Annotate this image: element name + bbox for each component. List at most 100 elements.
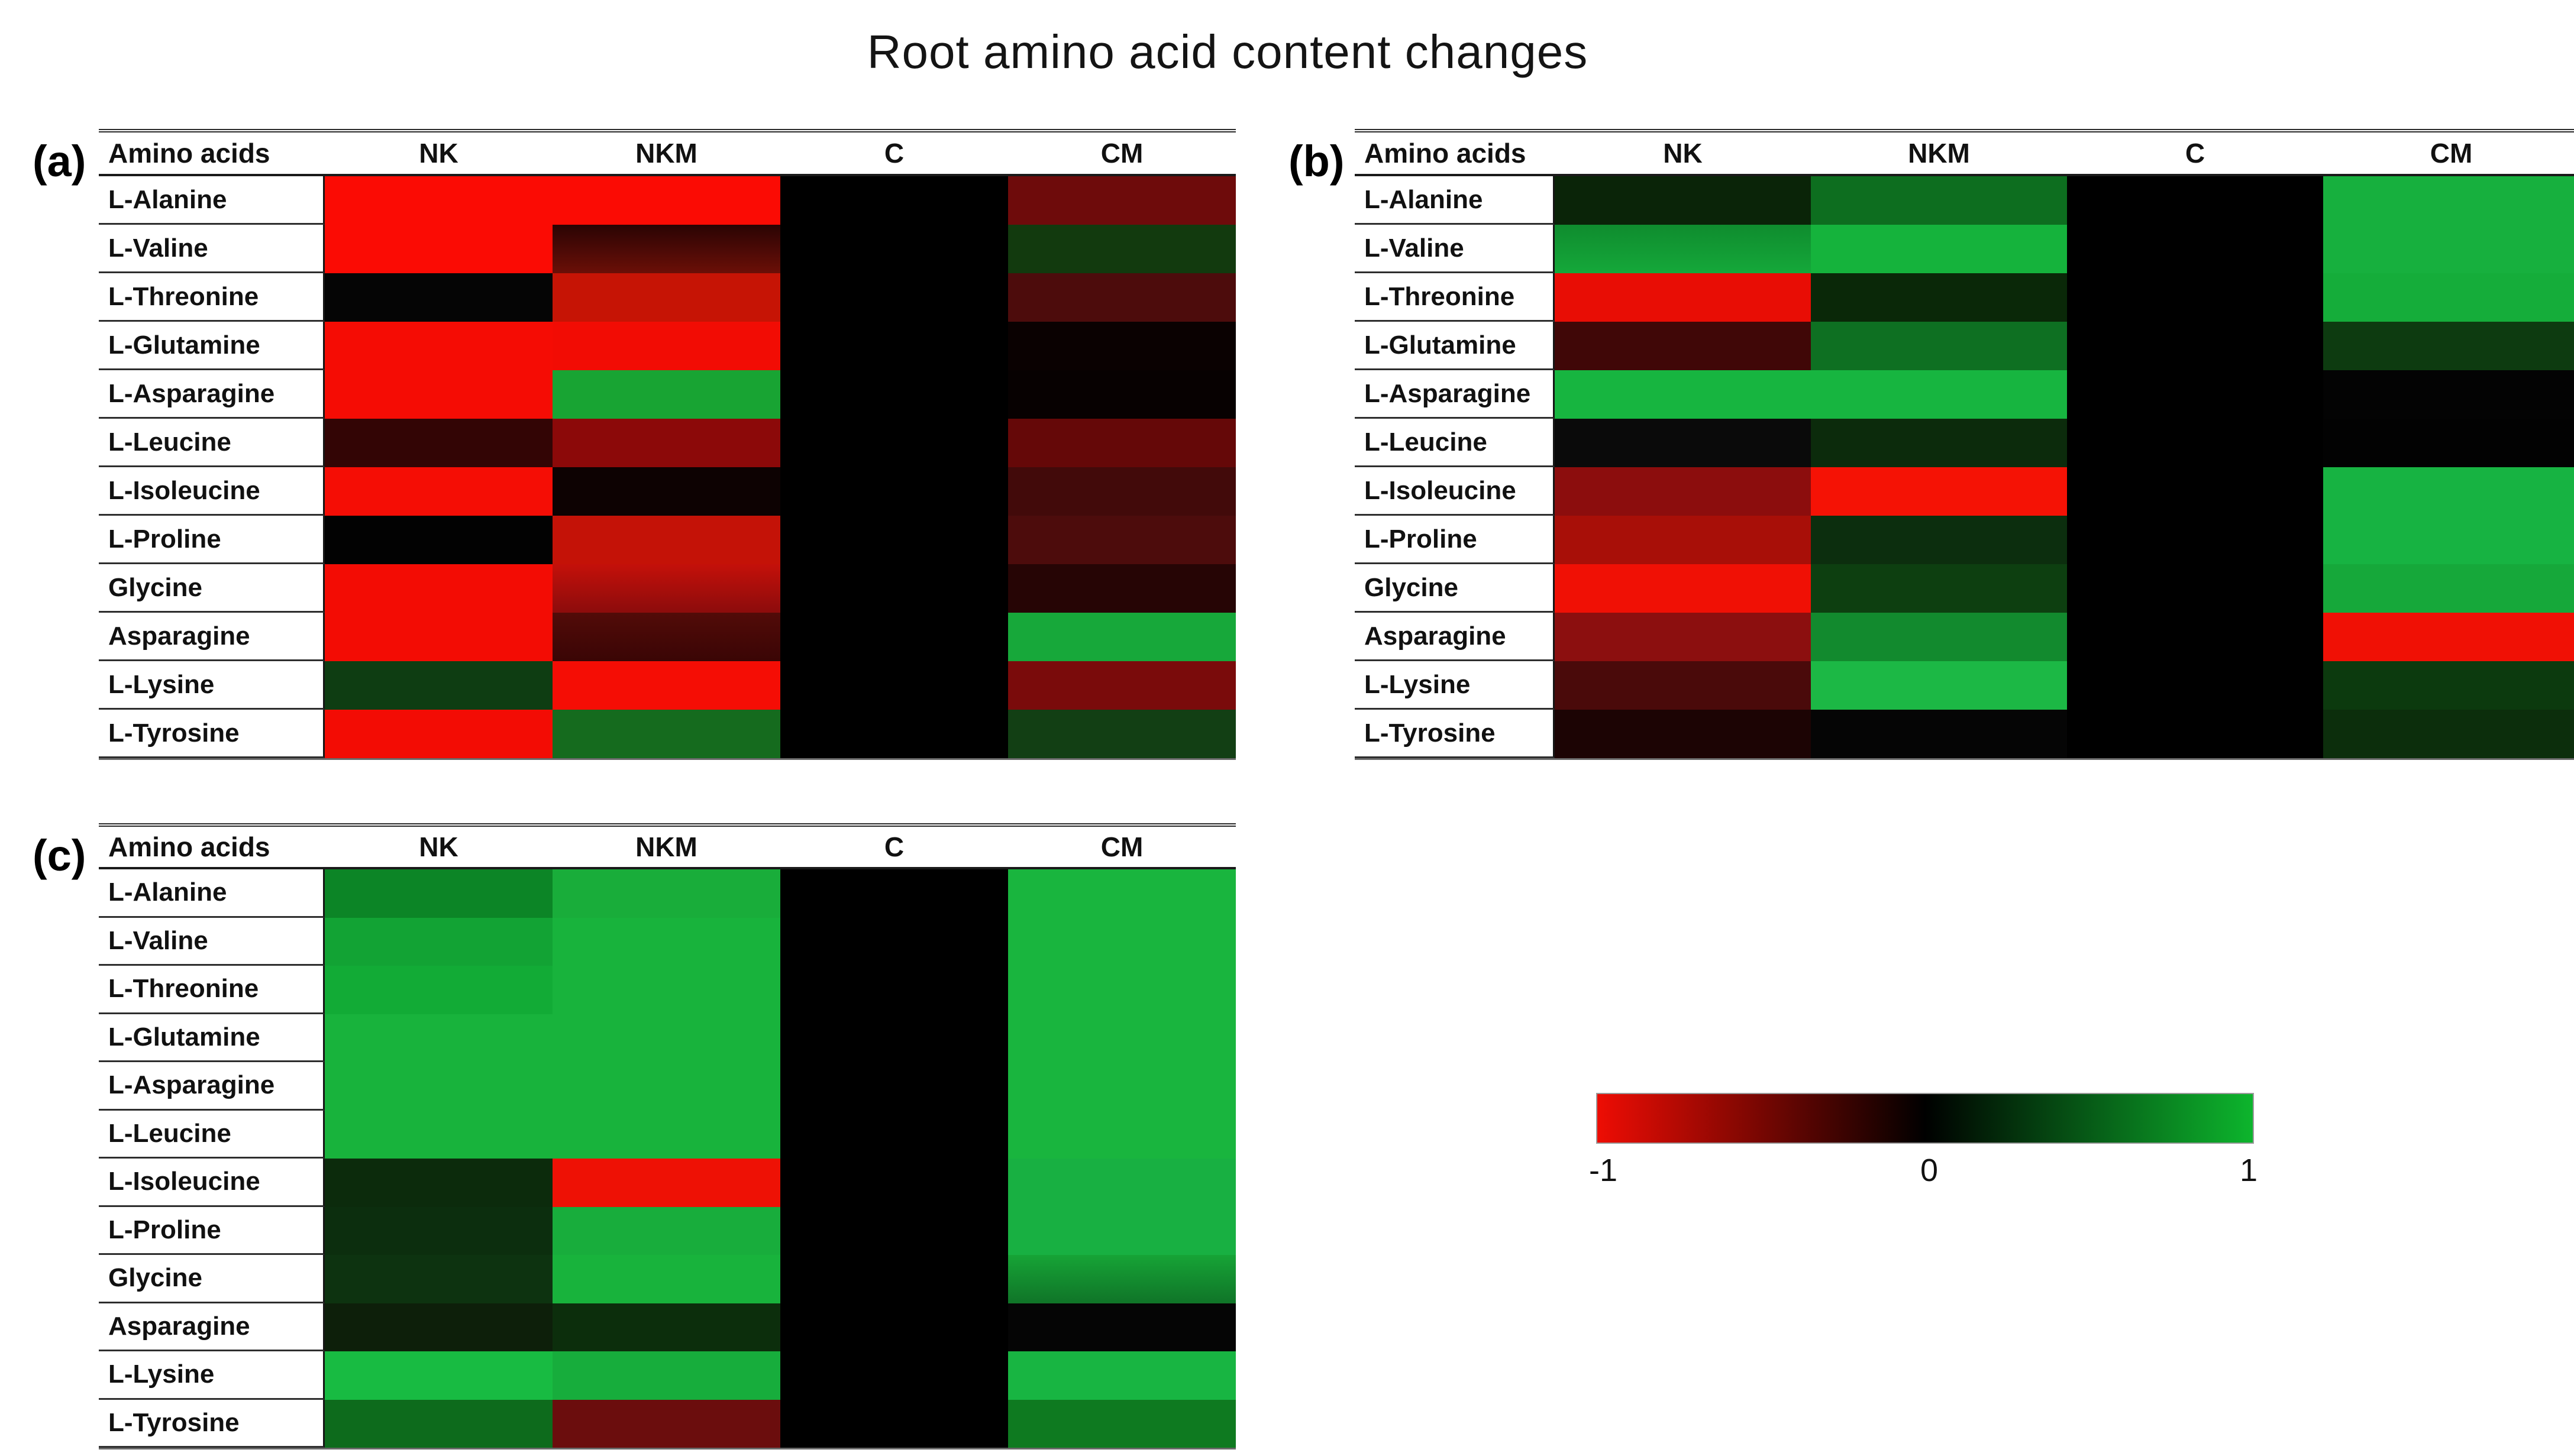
panel-a-label: (a) [33, 137, 86, 186]
heatmap-cell [1008, 661, 1236, 710]
heatmap-cell [325, 613, 553, 661]
heatmap-cell [780, 176, 1008, 225]
row-label: L-Lysine [99, 661, 325, 710]
heatmap-cell [325, 564, 553, 613]
heatmap-cell [1008, 613, 1236, 661]
colorbar-gradient [1596, 1093, 2254, 1144]
colorbar-max-label: 1 [2239, 1153, 2258, 1188]
row-label: L-Threonine [99, 273, 325, 322]
heatmap-cell [780, 1110, 1008, 1159]
heatmap-cell [780, 966, 1008, 1014]
column-header-c: C [780, 132, 1008, 176]
heatmap-cell [325, 516, 553, 564]
row-label: L-Isoleucine [99, 1159, 325, 1207]
column-header-c: C [780, 827, 1008, 869]
heatmap-cell [2067, 225, 2323, 273]
heatmap-cell [1555, 661, 1811, 710]
heatmap-cell [780, 419, 1008, 467]
heatmap-cell [1811, 176, 2067, 225]
heatmap-cell [325, 225, 553, 273]
row-label: L-Asparagine [99, 1062, 325, 1111]
row-label: L-Alanine [1355, 176, 1555, 225]
column-header-amino-acids: Amino acids [99, 132, 325, 176]
heatmap-cell [780, 869, 1008, 918]
heatmap-cell [553, 710, 780, 758]
heatmap-cell [780, 1303, 1008, 1351]
heatmap-cell [325, 869, 553, 918]
heatmap-cell [1008, 467, 1236, 516]
heatmap-cell [1008, 1159, 1236, 1207]
heatmap-cell [1555, 225, 1811, 273]
heatmap-cell [1555, 564, 1811, 613]
row-label: L-Isoleucine [1355, 467, 1555, 516]
heatmap-cell [780, 1206, 1008, 1255]
heatmap-cell [553, 467, 780, 516]
heatmap-cell [1008, 176, 1236, 225]
row-label: Glycine [99, 1255, 325, 1303]
heatmap-cell [1555, 467, 1811, 516]
heatmap-cell [553, 1351, 780, 1400]
row-label: L-Alanine [99, 176, 325, 225]
heatmap-cell [2067, 370, 2323, 419]
heatmap-cell [325, 1110, 553, 1159]
heatmap-cell [325, 661, 553, 710]
heatmap-cell [325, 917, 553, 966]
panel-b-table: Amino acids NK NKM C CM L-Alanine L-Valine L-Th… [1355, 129, 2574, 760]
heatmap-cell [780, 467, 1008, 516]
heatmap-cell [1555, 710, 1811, 758]
heatmap-cell [553, 370, 780, 419]
row-label: L-Proline [99, 1206, 325, 1255]
heatmap-cell [1008, 1014, 1236, 1062]
heatmap-cell [325, 419, 553, 467]
heatmap-cell [1555, 322, 1811, 370]
heatmap-cell [2067, 467, 2323, 516]
heatmap-cell [325, 1159, 553, 1207]
heatmap-cell [553, 613, 780, 661]
heatmap-cell [553, 1206, 780, 1255]
heatmap-cell [1008, 710, 1236, 758]
heatmap-cell [325, 1399, 553, 1448]
heatmap-cell [1811, 322, 2067, 370]
column-header-nkm: NKM [553, 827, 780, 869]
heatmap-cell [1555, 516, 1811, 564]
heatmap-cell [325, 370, 553, 419]
heatmap-cell [553, 322, 780, 370]
heatmap-cell [1555, 613, 1811, 661]
heatmap-cell [1008, 322, 1236, 370]
row-label: Asparagine [99, 613, 325, 661]
heatmap-cell [325, 1206, 553, 1255]
heatmap-cell [2067, 176, 2323, 225]
heatmap-cell [2323, 467, 2574, 516]
column-header-amino-acids: Amino acids [1355, 132, 1555, 176]
panel-b-label: (b) [1288, 137, 1345, 186]
heatmap-cell [1555, 419, 1811, 467]
heatmap-cell [325, 176, 553, 225]
heatmap-cell [325, 966, 553, 1014]
heatmap-cell [325, 1351, 553, 1400]
heatmap-cell [553, 1159, 780, 1207]
figure-title: Root amino acid content changes [867, 25, 1588, 78]
heatmap-cell [780, 1062, 1008, 1111]
heatmap-cell [780, 613, 1008, 661]
row-label: L-Tyrosine [1355, 710, 1555, 758]
heatmap-cell [780, 710, 1008, 758]
heatmap-cell [553, 273, 780, 322]
heatmap-cell [553, 1062, 780, 1111]
row-label: L-Asparagine [1355, 370, 1555, 419]
heatmap-cell [1811, 467, 2067, 516]
heatmap-cell [780, 1014, 1008, 1062]
heatmap-cell [1008, 1062, 1236, 1111]
heatmap-cell [1008, 370, 1236, 419]
heatmap-cell [1008, 966, 1236, 1014]
heatmap-cell [553, 1110, 780, 1159]
row-label: L-Valine [1355, 225, 1555, 273]
row-label: L-Glutamine [99, 1014, 325, 1062]
colorbar-labels: -1 0 1 [1589, 1152, 2258, 1189]
heatmap-cell [780, 273, 1008, 322]
row-label: L-Tyrosine [99, 1399, 325, 1448]
row-label: Glycine [1355, 564, 1555, 613]
heatmap-cell [2067, 322, 2323, 370]
heatmap-cell [553, 1014, 780, 1062]
heatmap-cell [325, 1062, 553, 1111]
heatmap-cell [553, 1399, 780, 1448]
